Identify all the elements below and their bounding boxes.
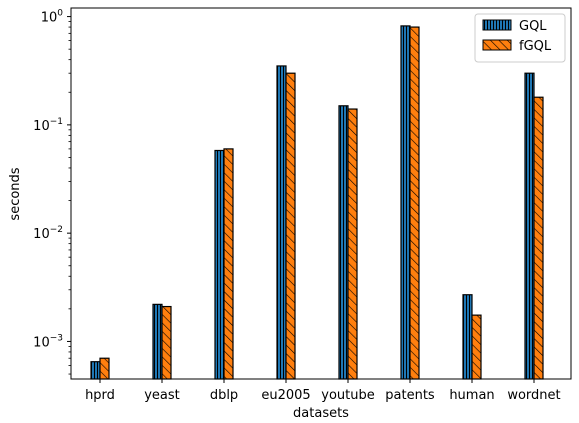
bar-hatch: [533, 96, 544, 380]
bar-fgql-patents: [409, 26, 420, 380]
y-tick-label: 10−1: [33, 117, 63, 134]
x-tick-label-yeast: yeast: [144, 388, 180, 403]
x-tick-label-wordnet: wordnet: [507, 388, 560, 403]
bar-hatch: [90, 361, 101, 380]
legend-item-fgql: fGQL: [482, 39, 552, 54]
x-tick-label-human: human: [449, 388, 494, 403]
bar-gql-yeast: [152, 303, 163, 380]
x-tick-label-hprd: hprd: [85, 388, 115, 403]
legend-swatch: [482, 39, 512, 51]
y-tick-label: 10−3: [33, 333, 63, 350]
bar-fgql-human: [471, 314, 482, 380]
bar-hatch: [276, 65, 287, 380]
bar-hatch: [471, 314, 482, 380]
bar-fgql-youtube: [347, 108, 358, 380]
legend-item-gql: GQL: [482, 19, 547, 34]
y-axis-label: seconds: [8, 167, 23, 220]
bar-hatch: [214, 149, 225, 380]
bar-gql-dblp: [214, 149, 225, 380]
bar-gql-eu2005: [276, 65, 287, 380]
legend: GQL fGQL: [474, 13, 566, 63]
bar-hatch: [462, 294, 473, 380]
bar-hatch: [99, 357, 110, 380]
x-axis-label: datasets: [293, 406, 349, 421]
bar-hatch: [285, 72, 296, 380]
axes-layer: hprd yeast dblp eu2005 youtube patents human wo…: [33, 9, 560, 403]
bars-layer: [90, 25, 544, 380]
plot-frame: [70, 7, 572, 380]
bar-gql-wordnet: [524, 72, 535, 380]
bar-fgql-eu2005: [285, 72, 296, 380]
bar-fgql-dblp: [223, 148, 234, 380]
bar-fgql-hprd: [99, 357, 110, 380]
bar-hatch: [152, 303, 163, 380]
y-tick-label: 10−2: [33, 225, 63, 242]
bar-fgql-wordnet: [533, 96, 544, 380]
x-tick-label-eu2005: eu2005: [261, 388, 310, 403]
bar-hatch: [524, 72, 535, 380]
legend-swatch: [482, 19, 512, 31]
bar-gql-youtube: [338, 105, 349, 380]
x-tick-label-youtube: youtube: [321, 388, 374, 403]
bar-hatch: [338, 105, 349, 380]
bar-hatch: [161, 305, 172, 380]
y-tick-label: 100: [41, 9, 64, 26]
bar-hatch: [409, 26, 420, 380]
x-tick-label-dblp: dblp: [210, 388, 238, 403]
bar-hatch: [223, 148, 234, 380]
bar-gql-patents: [400, 25, 411, 380]
legend-label: fGQL: [519, 39, 552, 54]
x-tick-label-patents: patents: [385, 388, 435, 403]
bar-hatch: [347, 108, 358, 380]
bar-gql-hprd: [90, 361, 101, 380]
bar-hatch: [400, 25, 411, 380]
bar-fgql-yeast: [161, 305, 172, 380]
legend-label: GQL: [519, 19, 547, 34]
bar-gql-human: [462, 294, 473, 380]
